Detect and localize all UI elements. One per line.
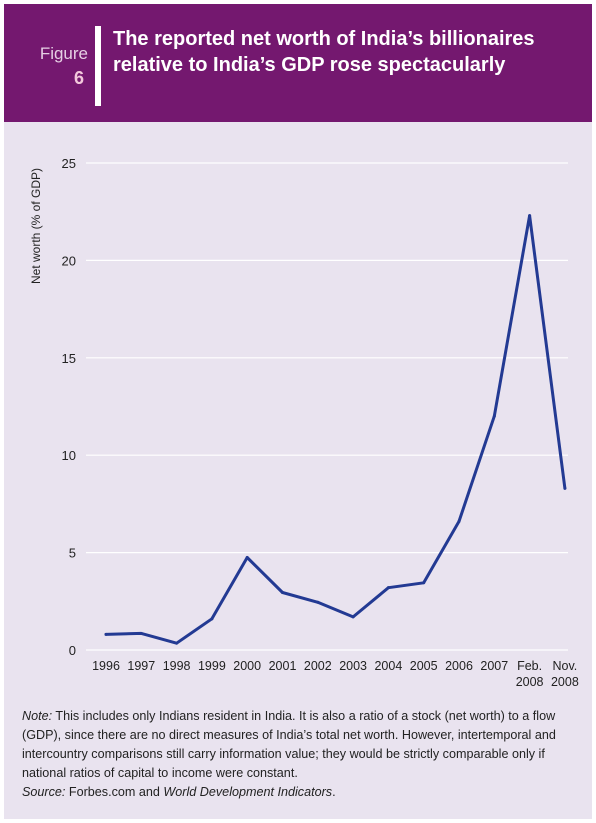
data-point: [104, 632, 108, 636]
y-tick-label: 25: [62, 156, 76, 171]
source-text-1: Forbes.com and: [65, 785, 164, 799]
data-point: [210, 617, 214, 621]
data-point: [422, 581, 426, 585]
data-point: [563, 486, 567, 490]
x-tick-label: 2006: [445, 659, 473, 673]
line-chart: 0 5 10 15 20 25 1996 1997 1998 1999 2000 2001 2002 2…: [29, 156, 579, 689]
x-tick-label: 2007: [480, 659, 508, 673]
y-axis-ticks: 0 5 10 15 20 25: [62, 156, 76, 658]
x-tick-label: 2004: [374, 659, 402, 673]
x-tick-label: 2001: [269, 659, 297, 673]
x-tick-label: 1999: [198, 659, 226, 673]
x-tick-label: 1998: [163, 659, 191, 673]
data-point: [316, 600, 320, 604]
figure-number: 6: [73, 68, 84, 88]
x-tick-label: 2000: [233, 659, 261, 673]
data-point: [139, 631, 143, 635]
data-point: [245, 555, 249, 559]
data-point: [528, 214, 532, 218]
source-text-3: .: [332, 785, 336, 799]
source-text-2: World Development Indicators: [163, 785, 333, 799]
y-tick-label: 15: [62, 351, 76, 366]
x-tick-label: 2003: [339, 659, 367, 673]
data-point: [175, 641, 179, 645]
data-point: [492, 414, 496, 418]
y-tick-label: 0: [69, 643, 76, 658]
data-point: [351, 615, 355, 619]
figure-header: [4, 4, 592, 122]
note-text: This includes only Indians resident in I…: [22, 709, 556, 780]
y-tick-label: 10: [62, 448, 76, 463]
x-tick-label: 1996: [92, 659, 120, 673]
source-label: Source:: [22, 785, 66, 799]
x-tick-label: 1997: [127, 659, 155, 673]
series-line: [104, 214, 567, 645]
figure-label: Figure: [39, 44, 88, 63]
source-line: Source: Forbes.com and World Development…: [22, 783, 584, 802]
x-tick-label: 2005: [410, 659, 438, 673]
x-tick-label: 2002: [304, 659, 332, 673]
data-point: [457, 519, 461, 523]
data-point: [386, 586, 390, 590]
note-paragraph: Note: This includes only Indians residen…: [22, 707, 584, 783]
y-tick-label: 5: [69, 546, 76, 561]
figure-note: Note: This includes only Indians residen…: [22, 707, 584, 802]
figure-title: The reported net worth of India’s billio…: [113, 28, 535, 76]
x-tick-label: Feb. 2008: [516, 659, 544, 689]
series-layer: [104, 214, 567, 645]
x-tick-label: Nov. 2008: [551, 659, 579, 689]
gridlines: [86, 162, 568, 651]
header-divider: [95, 26, 101, 106]
x-axis-ticks: 1996 1997 1998 1999 2000 2001 2002 2003 2004 2005…: [92, 659, 579, 689]
note-label: Note:: [22, 709, 53, 723]
data-point: [281, 591, 284, 595]
y-axis-label: Net worth (% of GDP): [29, 168, 43, 284]
y-tick-label: 20: [62, 253, 76, 268]
